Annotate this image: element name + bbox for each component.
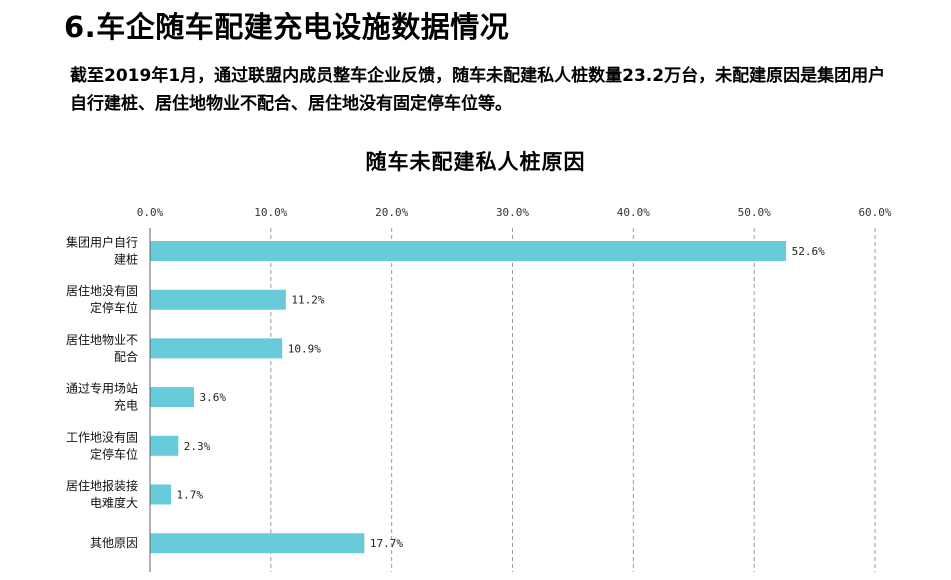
category-label: 定停车位 (90, 300, 138, 315)
data-label: 1.7% (177, 489, 204, 502)
data-label: 10.9% (288, 342, 321, 355)
category-label: 配合 (114, 349, 138, 364)
bar (150, 484, 172, 505)
category-label: 电难度大 (90, 495, 138, 510)
category-label: 通过专用场站 (66, 381, 138, 396)
x-tick-label: 0.0% (137, 206, 164, 219)
x-tick-label: 60.0% (858, 206, 891, 219)
category-label: 其他原因 (90, 536, 138, 550)
x-tick-label: 20.0% (375, 206, 408, 219)
bar (150, 387, 194, 408)
category-label: 建桩 (114, 252, 138, 267)
category-label: 集团用户自行 (66, 235, 138, 250)
data-label: 52.6% (792, 245, 825, 258)
data-label: 3.6% (200, 391, 227, 404)
page-title: 6.车企随车配建充电设施数据情况 (64, 10, 510, 44)
category-label: 居住地没有固 (66, 283, 138, 298)
x-tick-label: 50.0% (738, 206, 771, 219)
category-label: 居住地物业不 (66, 333, 138, 347)
x-tick-label: 30.0% (496, 206, 529, 219)
bar (150, 241, 787, 261)
data-label: 17.7% (370, 537, 403, 550)
category-label: 充电 (114, 398, 138, 413)
category-label: 工作地没有固 (66, 429, 138, 444)
category-label: 居住地报装接 (66, 478, 138, 493)
x-tick-label: 10.0% (254, 206, 287, 219)
data-label: 2.3% (184, 440, 211, 453)
bar (150, 289, 286, 310)
bar (150, 338, 283, 359)
x-tick-label: 40.0% (617, 206, 650, 219)
data-label: 11.2% (291, 294, 324, 307)
category-label: 定停车位 (90, 446, 138, 461)
bar (150, 533, 365, 554)
bar (150, 435, 179, 456)
page-description: 截至2019年1月，通过联盟内成员整车企业反馈，随车未配建私人桩数量23.2万台… (70, 66, 886, 114)
chart-title: 随车未配建私人桩原因 (365, 150, 586, 174)
